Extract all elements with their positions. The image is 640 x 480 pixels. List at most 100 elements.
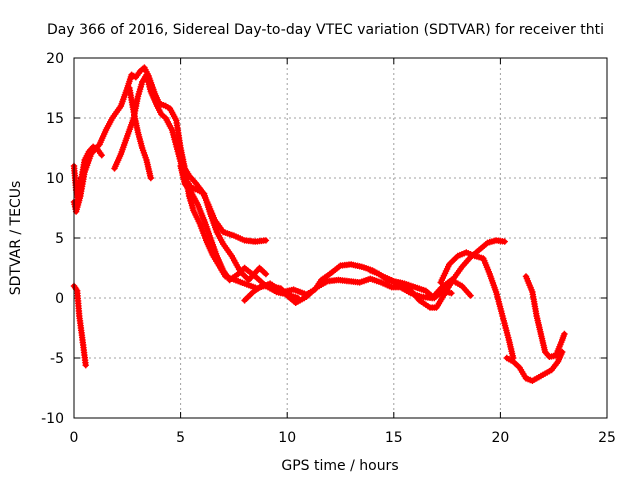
data-point [349,263,353,266]
data-point [187,194,191,198]
data-point [89,152,93,156]
data-point [326,280,329,283]
data-point [145,158,148,162]
data-point [132,110,135,114]
data-point [177,152,180,156]
data-point [539,332,543,336]
data-point [79,194,82,198]
data-point [494,239,498,242]
data-point [556,360,560,363]
data-point [164,116,167,120]
data-point [550,368,553,372]
data-point [505,356,508,360]
y-tick-label: 5 [55,231,64,247]
data-point [428,306,432,309]
data-point [74,210,78,213]
data-point [452,277,455,280]
data-point [473,254,477,258]
data-point [396,282,400,285]
data-point [268,284,272,288]
data-point [535,314,538,318]
series-arc-10 [437,249,517,362]
data-point [358,281,361,284]
data-point [264,272,268,276]
data-point [198,222,201,225]
x-axis-label: GPS time / hours [281,458,398,474]
data-point [548,355,551,358]
data-point [209,236,212,240]
data-point [209,212,212,216]
x-tick-label: 20 [491,430,509,446]
data-point [183,170,187,174]
data-point [554,354,558,357]
data-point [531,290,534,294]
data-point [279,287,283,290]
data-point [111,116,114,120]
data-point [305,295,308,298]
data-point [501,314,504,318]
data-point [561,338,564,342]
data-point [469,294,472,297]
data-point [236,272,240,276]
data-series [70,64,568,384]
data-point [275,290,278,294]
grid [74,58,607,418]
data-point [75,289,79,292]
data-point [254,240,257,243]
data-point [347,280,351,283]
data-point [74,188,78,192]
data-point [202,192,206,195]
y-tick-label: -5 [50,351,64,367]
data-point [524,377,528,380]
data-point [202,218,206,222]
data-point [168,107,172,110]
data-point [537,376,540,379]
data-point [456,254,459,258]
data-point [217,264,221,267]
data-point [126,134,129,138]
x-tick-label: 10 [278,430,296,446]
data-point [232,234,236,237]
data-point [328,272,332,276]
data-point [192,209,195,212]
data-point [561,350,564,354]
data-point [563,332,566,336]
data-point [413,286,417,289]
data-point [254,275,257,278]
data-point [179,164,182,168]
data-point [503,240,506,243]
data-point [196,188,199,192]
data-point [443,292,447,295]
data-point [390,286,393,289]
data-point [136,95,140,98]
data-point [143,66,146,69]
data-point [138,70,142,73]
data-point [81,338,84,342]
data-point [339,264,342,267]
data-point [194,181,197,184]
data-point [507,338,511,342]
data-point [286,294,289,297]
data-point [83,158,86,162]
data-point [494,290,498,294]
data-point [460,265,464,268]
data-point [518,366,521,369]
data-point [424,289,427,292]
series-arc-2 [70,143,105,206]
data-point [377,272,381,276]
data-point [450,292,453,295]
data-point [524,275,528,278]
y-tick-label: 15 [46,111,64,127]
data-point [100,154,103,157]
data-point [119,104,123,108]
data-point [243,239,246,242]
data-point [78,314,81,318]
data-point [369,269,372,272]
data-point [141,146,144,150]
data-point [204,239,208,242]
data-point [488,272,491,276]
data-point [531,379,534,382]
data-point [104,128,108,132]
y-axis-label: SDTVAR / TECUs [8,181,24,296]
ticks: 0 5 10 15 20 25 -10 -5 0 5 10 15 20 [41,51,616,446]
